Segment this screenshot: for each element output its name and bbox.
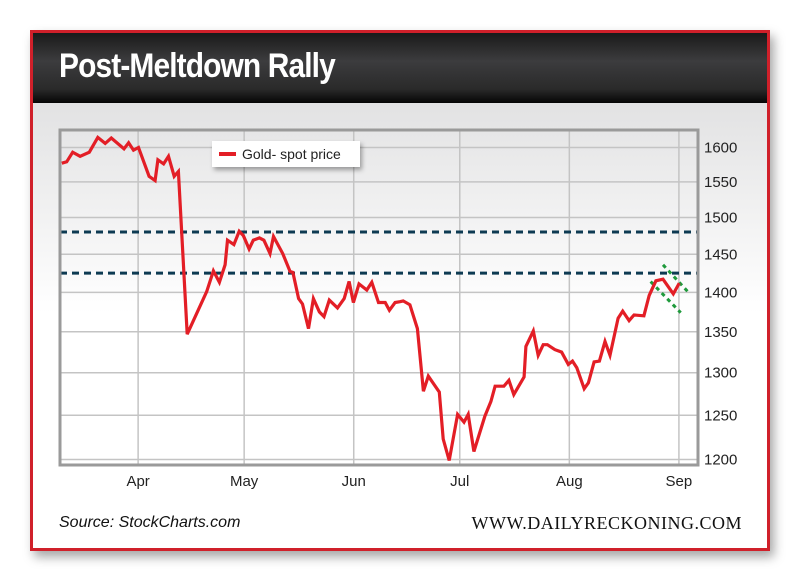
y-tick-label: 1300 xyxy=(704,365,737,382)
channel-upper-line xyxy=(661,263,691,295)
y-tick-label: 1200 xyxy=(704,452,737,469)
y-tick-label: 1400 xyxy=(704,284,737,301)
x-tick-label: Jun xyxy=(342,473,366,490)
chart-title: Post-Meltdown Rally xyxy=(59,47,336,85)
brand-url: WWW.DAILYRECKONING.COM xyxy=(471,513,742,533)
y-tick-label: 1500 xyxy=(704,209,737,226)
x-tick-label: Sep xyxy=(666,473,693,490)
y-tick-label: 1600 xyxy=(704,139,737,156)
y-tick-label: 1350 xyxy=(704,324,737,341)
chart-panel-background xyxy=(33,103,767,313)
legend xyxy=(212,141,360,167)
plot-area-border xyxy=(58,128,700,467)
y-tick-label: 1450 xyxy=(704,246,737,263)
header-bar: Post-Meltdown Rally xyxy=(33,33,767,103)
source-note: Source: StockCharts.com xyxy=(59,514,241,531)
chart-svg: 1200 1250 1300 1350 1400 1450 1500 1550 1600 Apr M… xyxy=(58,128,737,490)
y-tick-label: 1250 xyxy=(704,407,737,424)
x-tick-label: Aug xyxy=(556,473,583,490)
x-tick-label: Apr xyxy=(126,473,149,490)
gold-price-line xyxy=(61,134,681,461)
x-tick-label: Jul xyxy=(450,473,469,490)
y-tick-label: 1550 xyxy=(704,174,737,191)
x-tick-label: May xyxy=(230,473,259,490)
legend-label: Gold- spot price xyxy=(242,146,341,162)
